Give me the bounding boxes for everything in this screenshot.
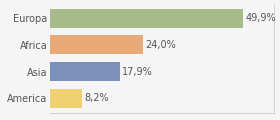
Bar [50, 62, 120, 81]
Text: 24,0%: 24,0% [145, 40, 176, 50]
Bar [50, 9, 243, 28]
Bar [50, 89, 82, 108]
Text: 49,9%: 49,9% [246, 13, 276, 23]
Text: 17,9%: 17,9% [122, 67, 153, 77]
Bar [50, 35, 143, 54]
Text: 8,2%: 8,2% [84, 93, 109, 103]
